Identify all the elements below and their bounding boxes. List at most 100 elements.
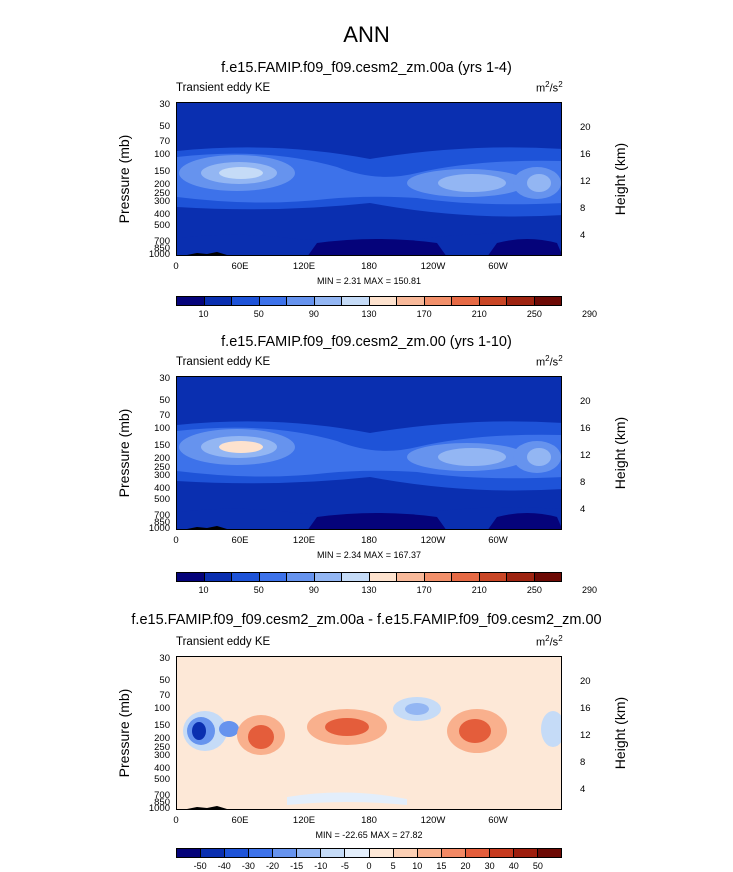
longitude-tick-label: 120E [292,535,316,546]
colorbar-swatch [441,849,466,857]
pressure-tick-label: 500 [154,220,170,231]
colorbar-swatch [314,573,342,581]
height-tick-label: 12 [580,176,591,187]
topography [187,252,227,255]
units-per-second: /s [549,82,559,95]
pressure-tick-label: 700 [154,236,170,247]
units-exponent: 2 [545,634,550,643]
panel-1-variable-label: Transient eddy KE [176,82,271,94]
colorbar-swatch [424,573,452,581]
colorbar-swatch [369,573,397,581]
colorbar-tick-label: 170 [416,585,432,595]
panel-1-colorbar [176,296,562,306]
panel-3-plot-area [176,656,562,810]
units-exponent: 2 [545,354,550,363]
height-tick-label: 20 [580,396,591,407]
colorbar-tick-label: -30 [241,861,255,871]
longitude-tick-label: 0 [173,261,179,272]
colorbar-swatch [287,297,315,305]
colorbar-swatch [465,849,490,857]
nh-jet2-core [527,448,551,466]
colorbar-swatch [534,297,561,305]
colorbar-swatch [287,573,315,581]
colorbar-swatch [534,573,561,581]
pos-core-1 [248,725,274,749]
panel-1-contour-field [177,103,561,255]
height-tick-label: 8 [580,477,586,488]
figure-title: ANN [343,22,390,47]
pressure-tick-label: 50 [159,675,170,686]
panel-2-units: m2/s2 [536,354,563,369]
colorbar-swatch [259,573,287,581]
pressure-tick-label: 400 [154,209,170,220]
colorbar-swatch [297,849,322,857]
colorbar-tick-label: 10 [198,585,209,595]
nh-jet2-core [527,174,551,192]
colorbar-swatch [321,849,346,857]
colorbar-tick-label: 130 [361,309,377,319]
units-exponent: 2 [545,80,550,89]
colorbar-swatch [177,573,205,581]
colorbar-swatch [507,573,535,581]
colorbar-tick-label: 10 [412,861,423,871]
panel-2-title: f.e15.FAMIP.f09_f09.cesm2_zm.00 (yrs 1-1… [221,334,512,350]
longitude-tick-label: 180 [361,815,377,826]
colorbar-swatch [537,849,561,857]
longitude-tick-label: 120E [292,261,316,272]
pressure-tick-label: 50 [159,395,170,406]
nh-jet-mid [438,174,506,192]
colorbar-swatch [452,573,480,581]
colorbar-tick-label: 50 [253,585,264,595]
panel-2-y-axis-title: Pressure (mb) [116,408,132,498]
units-base: m [536,356,546,369]
surface-dark-1 [308,239,446,255]
colorbar-swatch [314,297,342,305]
pressure-tick-label: 850 [154,797,170,808]
surface-dark-2 [488,239,561,255]
panel-3-title: f.e15.FAMIP.f09_f09.cesm2_zm.00a - f.e15… [131,612,602,628]
colorbar-tick-label: 15 [436,861,447,871]
pressure-tick-label: 300 [154,470,170,481]
height-tick-label: 16 [580,703,591,714]
longitude-tick-label: 0 [173,815,179,826]
colorbar-swatch [259,297,287,305]
surface-dark-1 [308,513,446,529]
panel-2-variable-label: Transient eddy KE [176,356,271,368]
pressure-tick-label: 300 [154,196,170,207]
pressure-tick-label: 70 [159,690,170,701]
pressure-tick-label: 300 [154,750,170,761]
stratosphere-band [177,377,561,419]
stratosphere-band [177,103,561,145]
colorbar-tick-label: 290 [582,309,598,319]
pressure-tick-label: 200 [154,179,170,190]
longitude-tick-label: 60E [231,261,249,272]
pressure-tick-label: 400 [154,483,170,494]
colorbar-tick-label: 40 [508,861,519,871]
pressure-tick-label: 70 [159,136,170,147]
pressure-tick-label: 850 [154,517,170,528]
pressure-tick-label: 850 [154,243,170,254]
longitude-tick-label: 120W [420,261,446,272]
colorbar-tick-label: -20 [265,861,279,871]
neg-lower [287,792,407,805]
pressure-tick-label: 1000 [148,803,170,814]
height-tick-label: 12 [580,450,591,461]
pressure-tick-label: 1000 [148,249,170,260]
colorbar-swatch [397,573,425,581]
pressure-tick-label: 250 [154,462,170,473]
colorbar-tick-label: 50 [532,861,543,871]
panel-2-min-max: MIN = 2.34 MAX = 167.37 [316,550,422,560]
topography [187,806,227,809]
height-tick-label: 16 [580,149,591,160]
pressure-tick-label: 250 [154,742,170,753]
pressure-tick-label: 700 [154,790,170,801]
panel-3-contour-field [177,657,561,809]
height-tick-label: 16 [580,423,591,434]
pressure-tick-label: 150 [154,720,170,731]
panel-2-colorbar [176,572,562,582]
colorbar-tick-label: 90 [308,585,319,595]
panel-3-units: m2/s2 [536,634,563,649]
longitude-tick-label: 60E [231,815,249,826]
pressure-tick-label: 100 [154,149,170,160]
panel-1-plot-area [176,102,562,256]
